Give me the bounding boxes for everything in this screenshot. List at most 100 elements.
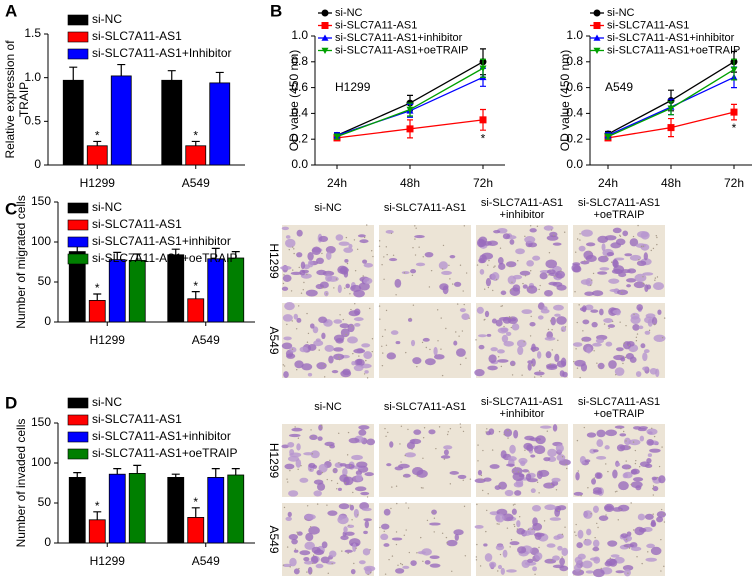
y-tick-label: 0.8: [566, 54, 583, 68]
cell: [338, 241, 350, 246]
y-axis-label: Number of migrated cells: [14, 195, 28, 328]
cell: [291, 538, 298, 545]
pore: [605, 463, 607, 465]
cell: [313, 479, 324, 485]
cell: [532, 566, 537, 572]
cell: [344, 531, 355, 536]
pore: [529, 287, 531, 289]
pore: [628, 344, 631, 347]
cell: [364, 520, 369, 529]
cell: [307, 260, 314, 268]
cell: [637, 231, 649, 238]
cell: [303, 452, 314, 456]
cell: [511, 508, 517, 515]
y-axis-label: OD value (450 nm): [558, 50, 572, 151]
x-tick-label: 24h: [327, 176, 347, 190]
cell: [389, 258, 398, 262]
pore: [632, 441, 635, 443]
pore: [469, 478, 472, 480]
cell: [517, 346, 524, 355]
cell: [348, 243, 353, 249]
pore: [517, 471, 520, 473]
y-tick-label: 0.5: [24, 114, 41, 128]
cell: [583, 510, 593, 519]
cell: [642, 366, 649, 371]
pore: [449, 483, 452, 485]
pore: [619, 509, 622, 511]
pore: [445, 327, 447, 330]
pore: [310, 572, 313, 574]
error-bar: [93, 293, 102, 301]
cell: [622, 230, 629, 237]
pore: [574, 531, 576, 533]
pore: [318, 349, 320, 351]
pore: [660, 538, 662, 541]
cell: [585, 242, 596, 247]
y-axis-label: TRAIP: [17, 82, 31, 117]
x-tick-label: 72h: [724, 176, 744, 190]
cell: [533, 371, 545, 376]
pore: [564, 526, 566, 528]
cell: [500, 327, 509, 333]
pore: [381, 264, 383, 266]
pore: [385, 309, 388, 312]
pore: [463, 225, 466, 227]
pore: [390, 507, 392, 510]
cell: [325, 274, 333, 282]
cell: [645, 313, 656, 319]
cell: [354, 486, 367, 492]
cell: [301, 363, 313, 371]
cell: [324, 344, 335, 352]
pore: [350, 308, 352, 311]
y-tick-label: 100: [31, 234, 51, 248]
cell: [530, 488, 536, 494]
pore: [475, 339, 477, 341]
pore: [383, 278, 385, 281]
cell: [453, 529, 464, 536]
cell: [582, 560, 593, 569]
y-tick-label: 50: [38, 495, 52, 509]
pore: [381, 335, 384, 338]
cell: [497, 257, 504, 265]
pore: [441, 374, 444, 377]
pore: [538, 472, 540, 474]
micrograph: [379, 424, 471, 497]
cell: [299, 477, 309, 483]
cell: [305, 532, 314, 542]
cell: [585, 570, 594, 574]
point: [667, 105, 675, 112]
cell: [335, 337, 344, 344]
bar: [207, 476, 225, 544]
cell: [487, 240, 499, 246]
cell: [524, 561, 537, 566]
pore: [480, 474, 483, 477]
pore: [390, 232, 393, 235]
cell: [586, 528, 592, 536]
pore: [591, 279, 593, 281]
pore: [351, 519, 353, 521]
pore: [463, 505, 466, 508]
pore: [316, 503, 319, 505]
cell: [363, 518, 372, 522]
pore: [462, 290, 464, 292]
x-tick-label: A549: [192, 554, 220, 568]
cell: [287, 455, 300, 462]
pore: [475, 556, 478, 558]
cell: [545, 259, 558, 269]
pore: [344, 482, 347, 484]
x-tick-label: 72h: [473, 176, 493, 190]
error-bar: [191, 140, 200, 146]
pore: [622, 362, 624, 365]
pore: [383, 530, 385, 533]
pore: [297, 533, 299, 535]
cell: [610, 554, 620, 558]
cell: [651, 317, 658, 326]
pore: [547, 328, 550, 331]
legend-label: si-SLC7A11-AS1: [92, 217, 182, 231]
error-bar: [171, 473, 180, 478]
cell: [483, 477, 492, 482]
pore: [379, 526, 381, 529]
bar: [207, 258, 225, 323]
pore: [641, 562, 643, 565]
cell: [505, 331, 512, 337]
